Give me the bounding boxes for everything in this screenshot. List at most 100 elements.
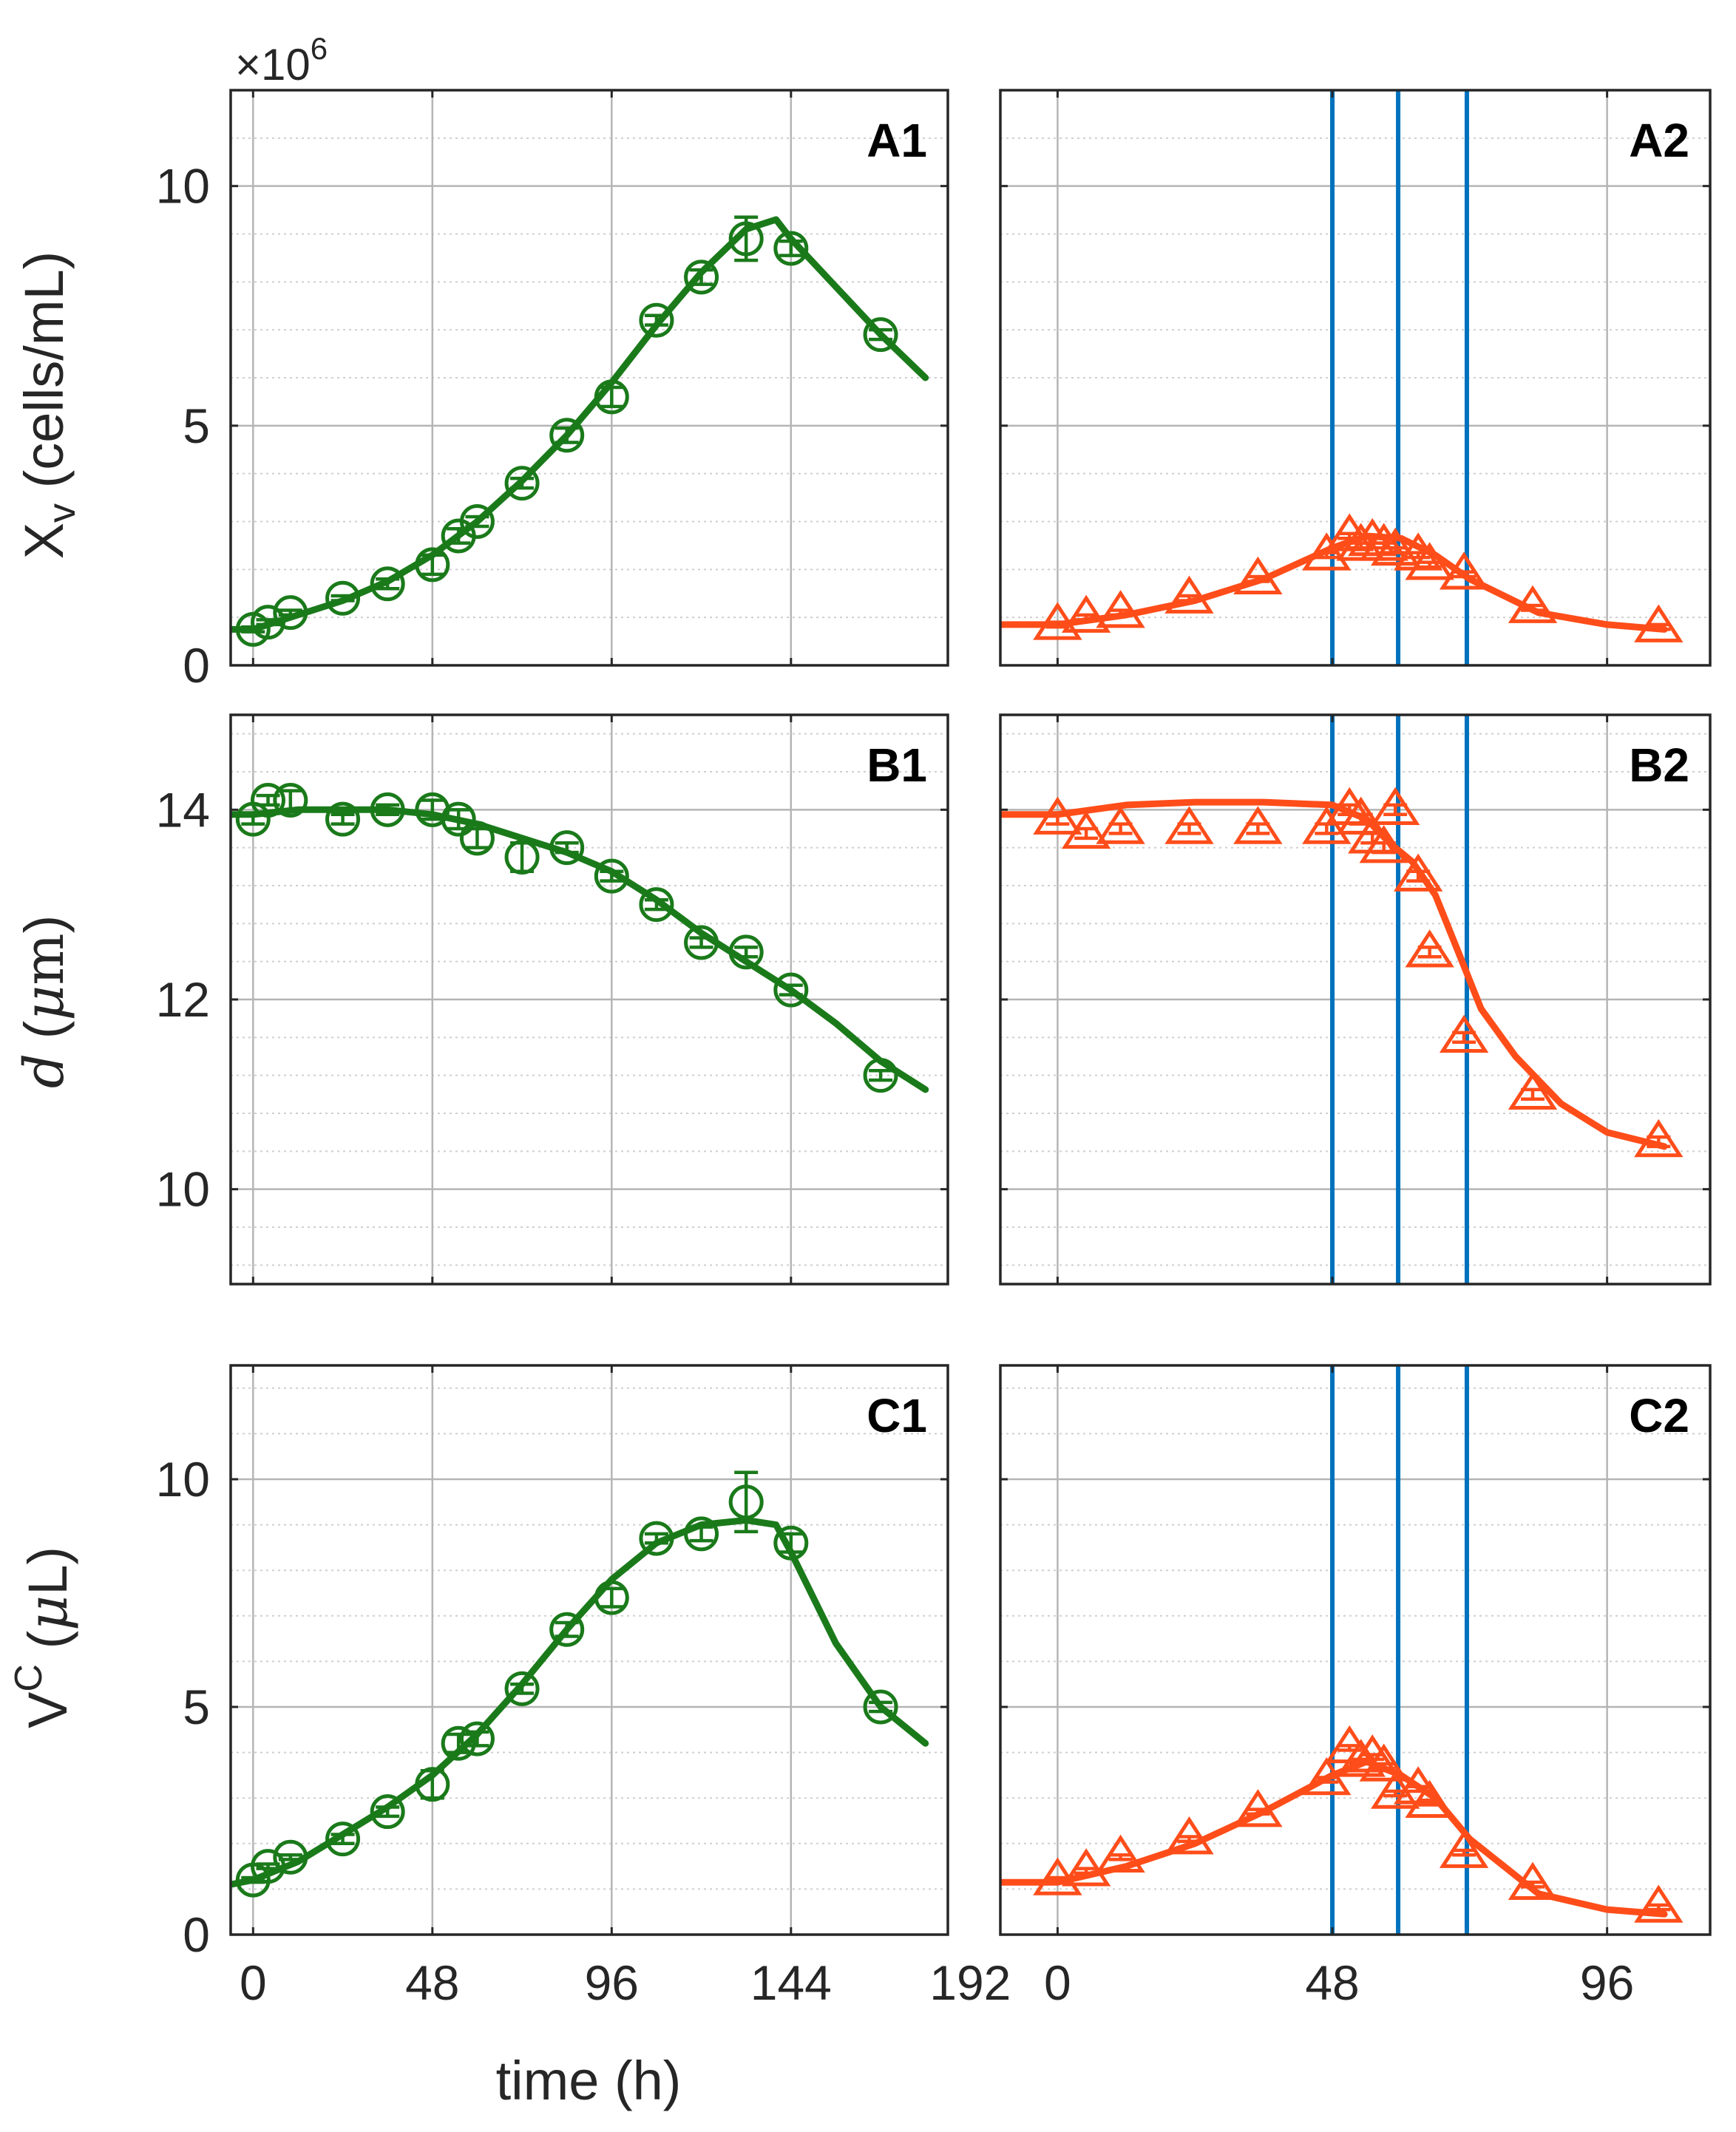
x-tick-label: 0 [1044, 1955, 1071, 2010]
data-point [1233, 806, 1283, 844]
panel-a2: A2 [999, 89, 1712, 667]
data-point [1061, 1848, 1111, 1887]
data-point [1348, 517, 1397, 557]
panel-label: C2 [1629, 1389, 1689, 1442]
data-point [594, 858, 629, 894]
panel-b2: B2 [999, 713, 1712, 1286]
data-point [1359, 523, 1408, 561]
data-point [1061, 810, 1111, 849]
y-tick-label: 5 [183, 1680, 210, 1734]
data-point [251, 605, 286, 640]
data-point [549, 418, 585, 453]
data-point [251, 1849, 286, 1884]
data-point [1096, 590, 1145, 628]
data-point [1302, 806, 1352, 844]
fit-curve [231, 216, 929, 633]
data-point [1233, 1789, 1283, 1827]
data-point [1508, 1071, 1558, 1110]
svg-text:d‾ (μm): d‾ (μm) [0, 915, 76, 1089]
x-tick-label: 192 [929, 1955, 1011, 2010]
data-point [504, 466, 540, 501]
data-point [639, 1521, 674, 1556]
data-point [1096, 806, 1145, 844]
data-point [370, 1794, 405, 1830]
data-point [441, 1725, 476, 1761]
data-point [1302, 1756, 1352, 1796]
data-point [1370, 527, 1420, 566]
axis-box [229, 89, 949, 667]
data-point [415, 1767, 450, 1802]
axis-box [999, 1364, 1712, 1936]
panel-c2: 0 48 96 C2 [999, 1364, 1712, 2010]
y-tick-label: 10 [156, 1162, 210, 1217]
x-axis-label: time (h) [496, 2050, 682, 2111]
axis-box [229, 1364, 949, 1936]
data-point [273, 783, 308, 818]
data-point [1393, 853, 1443, 892]
data-point [773, 1525, 809, 1561]
data-point [273, 1839, 308, 1875]
panel-label: B2 [1629, 739, 1689, 792]
data-point [1061, 594, 1111, 633]
data-point [370, 792, 405, 827]
data-point [728, 934, 764, 970]
x-tick-label: 0 [240, 1955, 267, 2010]
x-tick-label: 144 [750, 1955, 832, 2010]
data-point [1233, 556, 1283, 594]
x-tick-label: 96 [585, 1955, 639, 2010]
data-point [370, 566, 405, 602]
data-point [684, 259, 719, 295]
data-point [325, 1822, 361, 1857]
data-point [325, 801, 361, 837]
y-tick-label: 5 [183, 398, 210, 453]
data-point [1033, 602, 1082, 640]
panel-a1: ×106 Xv (cells/mL) 0 5 10 A1 [13, 31, 949, 693]
y-multiplier-text: ×10 [235, 40, 311, 89]
data-point [1164, 1816, 1214, 1855]
panel-label: A2 [1629, 114, 1689, 167]
data-point [459, 504, 495, 539]
x-tick-label: 48 [405, 1955, 459, 2010]
data-point [1405, 929, 1454, 968]
y-tick-label: 10 [156, 1452, 210, 1507]
data-point [549, 1612, 585, 1647]
data-point [639, 887, 674, 923]
axis-box [999, 89, 1712, 667]
data-point [684, 925, 719, 960]
data-point [1096, 1834, 1145, 1873]
data-point [863, 1058, 898, 1093]
fit-curve [231, 1516, 929, 1888]
data-point [1359, 825, 1408, 863]
data-point [504, 840, 540, 875]
data-point [1634, 1884, 1684, 1923]
data-point [325, 580, 361, 616]
data-point [251, 783, 286, 818]
data-point [1405, 1779, 1454, 1819]
data-point [1302, 532, 1352, 571]
data-point [594, 379, 629, 415]
data-point [1033, 796, 1082, 835]
data-point [459, 821, 495, 856]
panel-label: B1 [867, 739, 927, 792]
x-tick-label: 48 [1305, 1955, 1359, 2010]
data-point [728, 221, 764, 257]
y-tick-label: 12 [156, 972, 210, 1027]
y-axis-label-b1: d‾ (μm) [0, 915, 76, 1089]
panel-b1: d‾ (μm) 10 12 14 B1 [0, 713, 949, 1286]
data-point [415, 547, 450, 583]
y-axis-label-a1: Xv (cells/mL) [13, 251, 84, 560]
data-point [441, 801, 476, 837]
data-point [1405, 542, 1454, 580]
svg-text:VC (μL): VC (μL) [7, 1547, 80, 1728]
x-tick-label: 96 [1580, 1955, 1634, 2010]
data-point [1439, 551, 1489, 590]
data-point [1359, 1743, 1408, 1782]
panel-c1: VC (μL) time (h) 0 5 10 0 48 96 144 192 C1 [7, 1364, 1011, 2111]
data-point [1348, 1734, 1397, 1773]
data-point [1439, 1830, 1489, 1868]
data-point [504, 1671, 540, 1706]
data-point [1634, 1118, 1684, 1158]
svg-text:Xv (cells/mL): Xv (cells/mL) [13, 251, 84, 560]
data-point [728, 1484, 764, 1520]
